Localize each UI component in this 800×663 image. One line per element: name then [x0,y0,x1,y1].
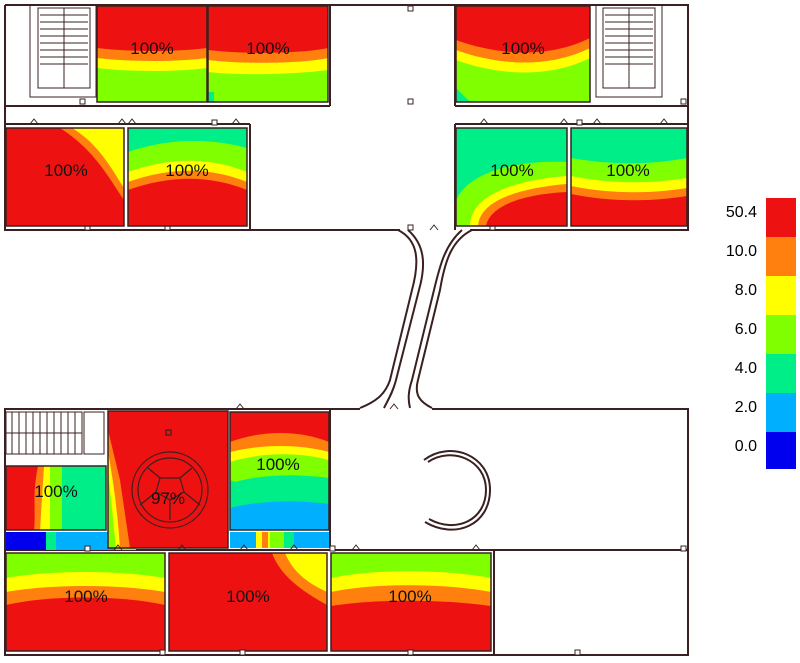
heatmap-room-top-3 [456,6,590,102]
stair-bottom-left [5,411,105,455]
room-label-bottom-3: 100% [256,455,299,474]
room-label-bottom-1: 100% [34,482,77,501]
heatmap-room-top-4 [6,128,124,226]
room-label-top-5: 100% [165,161,208,180]
room-label-bottom-2: 97% [151,489,185,508]
legend-label-6: 2.0 [735,399,757,416]
connecting-bridge [359,229,473,409]
legend-swatch-2 [766,237,796,276]
ball-circle-icon [131,429,209,529]
door-symbols-top [29,118,669,231]
legend-label-1: 50.4 [726,204,757,221]
room-label-top-4: 100% [44,161,87,180]
room-labels: 100% 100% 100% 100% 100% 100% 100% 100% … [34,39,649,606]
door-symbols-bottom [113,403,481,551]
legend-swatch-7 [766,432,796,469]
heatmap-room-bottom-2 [108,411,228,548]
room-label-top-7: 100% [606,161,649,180]
legend-label-7: 0.0 [735,438,757,455]
bottom-room-borders [5,410,492,652]
room-label-top-2: 100% [246,39,289,58]
heatmap-room-top-1 [97,6,207,102]
heatmap-room-top-2 [208,6,328,102]
top-room-borders [5,5,688,227]
stair-top-left [29,4,97,98]
legend-label-2: 10.0 [726,243,757,260]
legend-swatch-6 [766,393,796,432]
room-label-bottom-6: 100% [388,587,431,606]
heatmap-room-bottom-4 [6,553,165,651]
room-label-top-6: 100% [490,161,533,180]
room-label-top-1: 100% [130,39,173,58]
circular-feature [423,450,492,531]
room-label-bottom-5: 100% [226,587,269,606]
heatmap-room-top-7 [571,128,687,226]
heatmap-room-bottom-5 [169,553,327,651]
heatmap-room-top-6 [456,128,567,226]
room-label-top-3: 100% [501,39,544,58]
heatmap-room-bottom-1 [6,466,106,530]
column-markers-bottom [84,545,687,656]
heatmap-room-bottom-3 [230,412,329,530]
legend-swatch-4 [766,315,796,354]
heatmap-room-top-5 [128,128,247,226]
legend-swatch-1 [766,198,796,237]
top-building-outline [4,4,689,231]
stair-top-right [595,4,663,98]
legend-label-3: 8.0 [735,282,757,299]
legend-swatch-5 [766,354,796,393]
legend-label-5: 4.0 [735,360,757,377]
color-legend: 50.4 10.0 8.0 6.0 4.0 2.0 0.0 [726,198,796,469]
heatmap-strip-bottom-3 [230,532,329,548]
legend-swatch-3 [766,276,796,315]
legend-label-4: 6.0 [735,321,757,338]
room-label-bottom-4: 100% [64,587,107,606]
heatmap-room-bottom-6 [331,553,491,651]
